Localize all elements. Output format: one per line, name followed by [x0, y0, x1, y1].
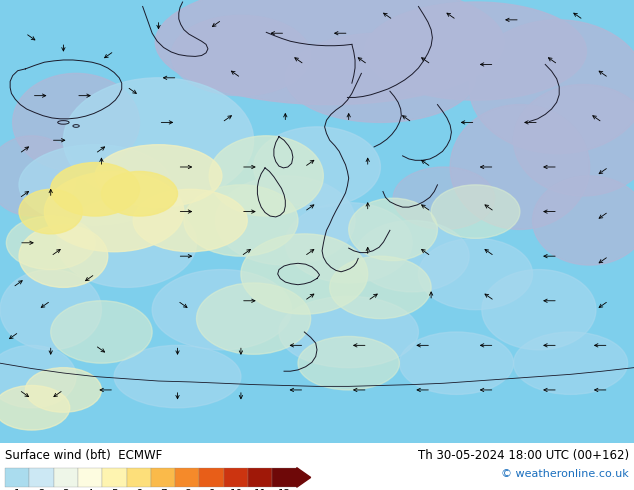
Text: 5: 5	[111, 489, 118, 490]
Ellipse shape	[44, 172, 184, 252]
Ellipse shape	[101, 172, 178, 216]
Ellipse shape	[431, 185, 520, 238]
Bar	[273, 467, 297, 487]
Bar	[127, 467, 151, 487]
Ellipse shape	[399, 332, 514, 394]
Ellipse shape	[19, 225, 108, 287]
Ellipse shape	[114, 345, 241, 408]
Ellipse shape	[133, 189, 247, 252]
Ellipse shape	[19, 189, 82, 234]
Ellipse shape	[51, 301, 152, 363]
Ellipse shape	[393, 167, 495, 229]
Ellipse shape	[418, 238, 533, 310]
Ellipse shape	[6, 216, 95, 270]
Text: 4: 4	[87, 489, 93, 490]
Text: 10: 10	[230, 489, 243, 490]
Text: 12: 12	[278, 489, 291, 490]
Ellipse shape	[355, 220, 469, 292]
Text: 8: 8	[184, 489, 191, 490]
Bar	[102, 467, 127, 487]
Text: 7: 7	[160, 489, 166, 490]
Ellipse shape	[298, 337, 399, 390]
Ellipse shape	[330, 256, 431, 318]
Bar	[248, 467, 273, 487]
Bar	[175, 467, 200, 487]
Text: 3: 3	[63, 489, 69, 490]
Ellipse shape	[184, 185, 298, 256]
Text: 6: 6	[136, 489, 142, 490]
Ellipse shape	[514, 84, 634, 196]
Text: 9: 9	[209, 489, 215, 490]
Ellipse shape	[514, 332, 628, 394]
Bar	[151, 467, 175, 487]
Ellipse shape	[450, 104, 590, 229]
Ellipse shape	[25, 368, 101, 412]
Bar	[29, 467, 54, 487]
Text: 1: 1	[14, 489, 20, 490]
Bar	[5, 467, 29, 487]
Ellipse shape	[19, 145, 171, 225]
Ellipse shape	[469, 20, 634, 153]
Ellipse shape	[51, 163, 139, 216]
Bar	[78, 467, 102, 487]
Ellipse shape	[285, 203, 412, 283]
Text: Th 30-05-2024 18:00 UTC (00+162): Th 30-05-2024 18:00 UTC (00+162)	[418, 449, 629, 462]
Ellipse shape	[155, 0, 504, 104]
Ellipse shape	[349, 198, 437, 261]
Ellipse shape	[533, 176, 634, 265]
Ellipse shape	[285, 33, 476, 122]
Ellipse shape	[0, 270, 101, 350]
Ellipse shape	[0, 345, 76, 408]
Ellipse shape	[365, 2, 586, 100]
Ellipse shape	[254, 127, 380, 207]
Ellipse shape	[241, 234, 368, 314]
Bar	[224, 467, 248, 487]
Ellipse shape	[57, 198, 197, 287]
Ellipse shape	[95, 145, 222, 207]
Polygon shape	[297, 467, 311, 487]
Ellipse shape	[482, 270, 596, 350]
Text: 11: 11	[254, 489, 267, 490]
Ellipse shape	[0, 386, 70, 430]
Ellipse shape	[279, 296, 418, 368]
Ellipse shape	[13, 74, 139, 172]
Bar	[54, 467, 78, 487]
Ellipse shape	[0, 136, 76, 216]
Ellipse shape	[171, 15, 311, 96]
Ellipse shape	[63, 78, 254, 203]
Ellipse shape	[152, 270, 292, 350]
Text: © weatheronline.co.uk: © weatheronline.co.uk	[501, 469, 629, 479]
Ellipse shape	[197, 283, 311, 354]
Bar	[200, 467, 224, 487]
Ellipse shape	[209, 136, 323, 216]
Ellipse shape	[216, 176, 355, 265]
Text: Surface wind (bft)  ECMWF: Surface wind (bft) ECMWF	[5, 449, 162, 462]
Text: 2: 2	[38, 489, 45, 490]
